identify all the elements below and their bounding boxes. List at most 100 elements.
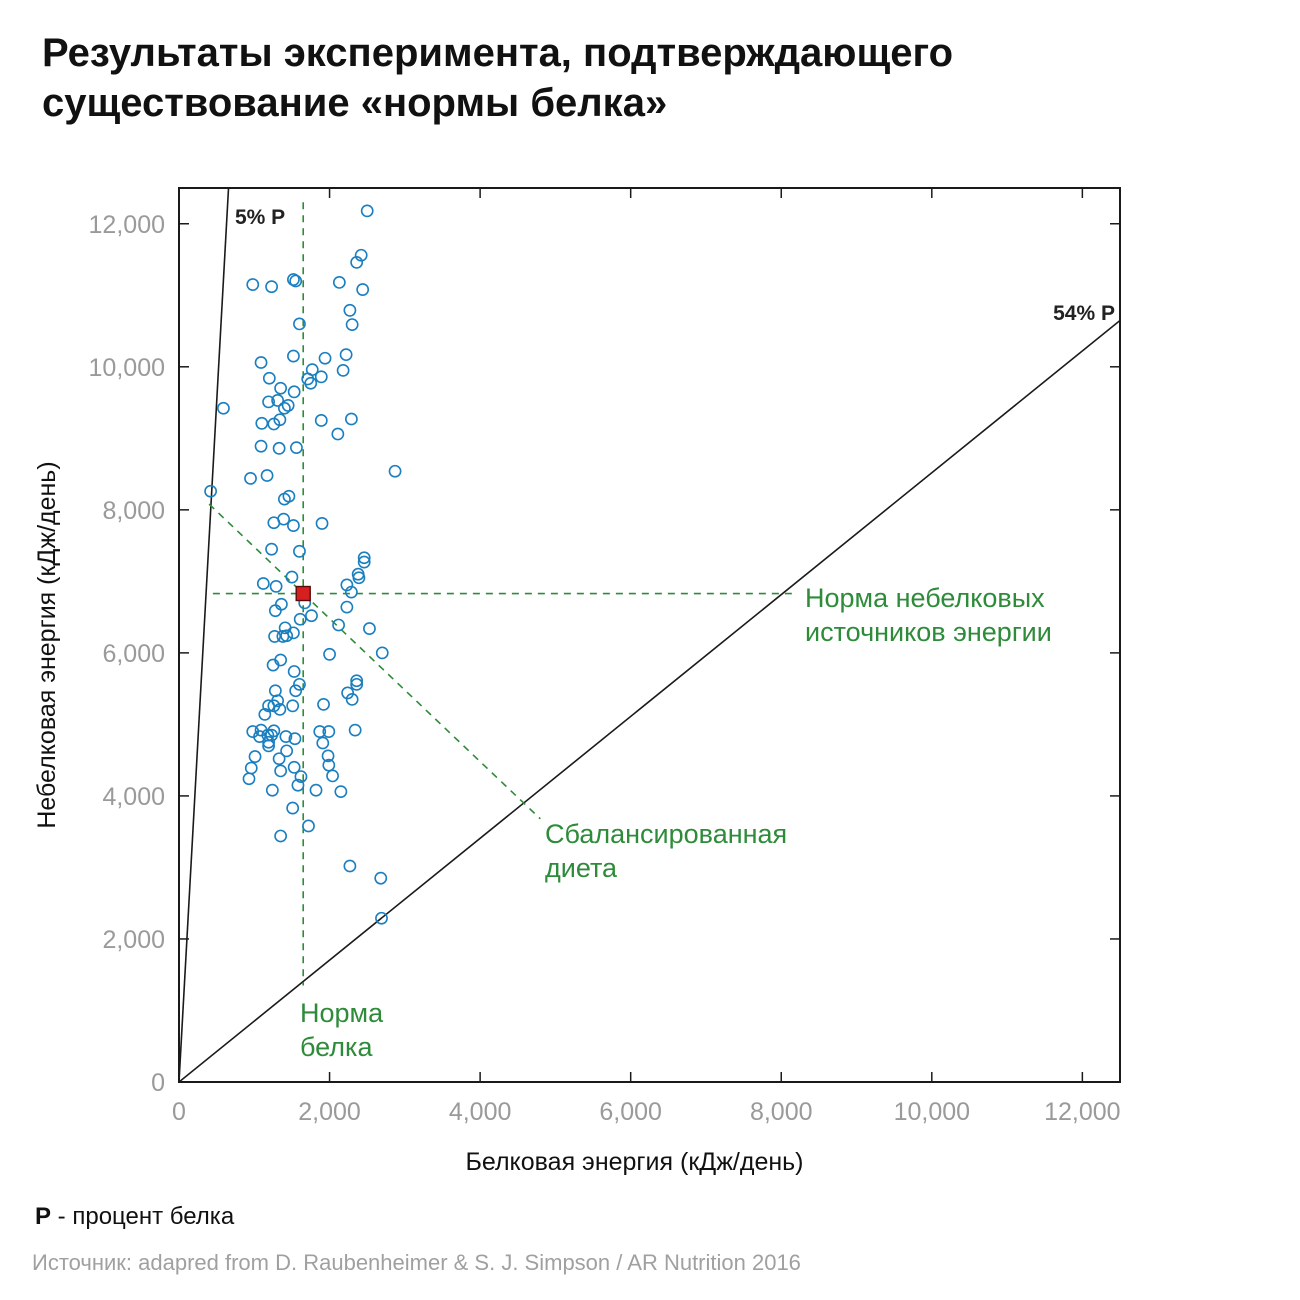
target-marker [295, 585, 311, 602]
data-point [288, 732, 302, 746]
data-point [316, 736, 330, 750]
data-point [294, 770, 308, 784]
data-point [287, 626, 300, 640]
data-point [340, 600, 354, 614]
data-point [289, 274, 303, 288]
x-tick-label: 2,000 [298, 1098, 361, 1126]
data-point [269, 579, 283, 593]
data-point [348, 723, 362, 737]
data-point [255, 416, 269, 430]
data-point [332, 618, 345, 632]
data-point [350, 677, 364, 691]
data-point [262, 739, 275, 753]
nonprotein-target-label: источников энергии [805, 617, 1052, 647]
page-title: Результаты эксперимента, подтверждающего… [42, 28, 953, 128]
title-line-1: Результаты эксперимента, подтверждающего [42, 31, 954, 75]
data-point [302, 819, 315, 833]
data-point [352, 571, 366, 585]
balanced-diet-label: диета [545, 853, 618, 883]
data-point [305, 609, 318, 623]
legend-note-key: P [35, 1203, 52, 1230]
y-tick-label: 12,000 [89, 211, 165, 239]
data-point [274, 764, 288, 778]
data-point [287, 519, 300, 532]
data-point [344, 412, 358, 426]
data-point [279, 730, 293, 743]
data-point [254, 439, 268, 453]
data-point [345, 318, 359, 332]
data-point [345, 692, 359, 706]
data-point [336, 363, 350, 377]
data-point [293, 677, 306, 691]
data-point [273, 413, 287, 427]
balanced-diet-label: Сбалансированная [545, 819, 787, 849]
data-point [254, 356, 268, 369]
data-point [217, 401, 230, 415]
x-tick-label: 4,000 [449, 1098, 512, 1126]
data-point [287, 349, 300, 363]
data-point [313, 725, 327, 738]
reference-label-54p: 54% P [1053, 302, 1115, 325]
data-point [360, 204, 374, 218]
data-point [375, 646, 389, 660]
data-point [326, 769, 339, 783]
data-point [265, 783, 279, 797]
data-point [350, 674, 364, 688]
data-point [290, 441, 303, 455]
data-point [262, 371, 276, 385]
data-point [246, 278, 260, 291]
data-point [350, 255, 364, 269]
x-tick-label: 8,000 [750, 1098, 813, 1126]
data-point [281, 399, 295, 412]
y-tick-label: 10,000 [89, 354, 165, 382]
data-point [304, 376, 318, 390]
data-point [375, 911, 388, 925]
data-point [293, 612, 307, 626]
reference-line-1 [179, 319, 1120, 1082]
y-axis-label: Небелковая энергия (кДж/день) [33, 461, 61, 828]
reference-line-0 [179, 188, 230, 1082]
data-point [388, 464, 402, 478]
data-point [285, 570, 299, 584]
data-point [340, 578, 354, 592]
data-point [354, 248, 368, 262]
data-point [331, 427, 345, 441]
y-tick-label: 6,000 [102, 640, 165, 668]
data-point [293, 317, 306, 331]
data-point [244, 471, 257, 485]
data-point [315, 517, 329, 530]
x-tick-label: 12,000 [1044, 1098, 1120, 1126]
data-point [287, 760, 301, 774]
data-point [273, 702, 287, 716]
data-point [321, 749, 335, 763]
data-point [248, 750, 262, 763]
data-point [256, 577, 270, 590]
legend-note: P - процент белка [35, 1203, 234, 1231]
y-tick-label: 0 [151, 1069, 165, 1097]
data-point [334, 785, 348, 799]
data-point [268, 604, 282, 618]
data-point [343, 303, 357, 317]
y-tick-label: 4,000 [102, 783, 165, 811]
data-point [265, 542, 278, 556]
data-point [318, 351, 332, 365]
data-point [287, 273, 300, 286]
data-point [293, 544, 306, 558]
data-point [277, 512, 291, 526]
data-point [357, 551, 371, 565]
x-axis-label: Белковая энергия (кДж/день) [465, 1148, 803, 1176]
data-point [244, 761, 258, 775]
data-point [287, 385, 301, 399]
data-point [260, 469, 274, 482]
data-point [314, 370, 328, 384]
data-point [280, 629, 294, 643]
data-point [271, 394, 285, 407]
nonprotein-target-label: Норма небелковых [805, 583, 1045, 613]
data-point [262, 735, 275, 749]
source-caption: Источник: adapred from D. Raubenheimer &… [32, 1250, 801, 1275]
data-point [274, 597, 288, 611]
data-point [262, 395, 275, 409]
data-point [317, 697, 330, 711]
data-point [323, 647, 336, 661]
balanced-diet-line [208, 503, 541, 820]
